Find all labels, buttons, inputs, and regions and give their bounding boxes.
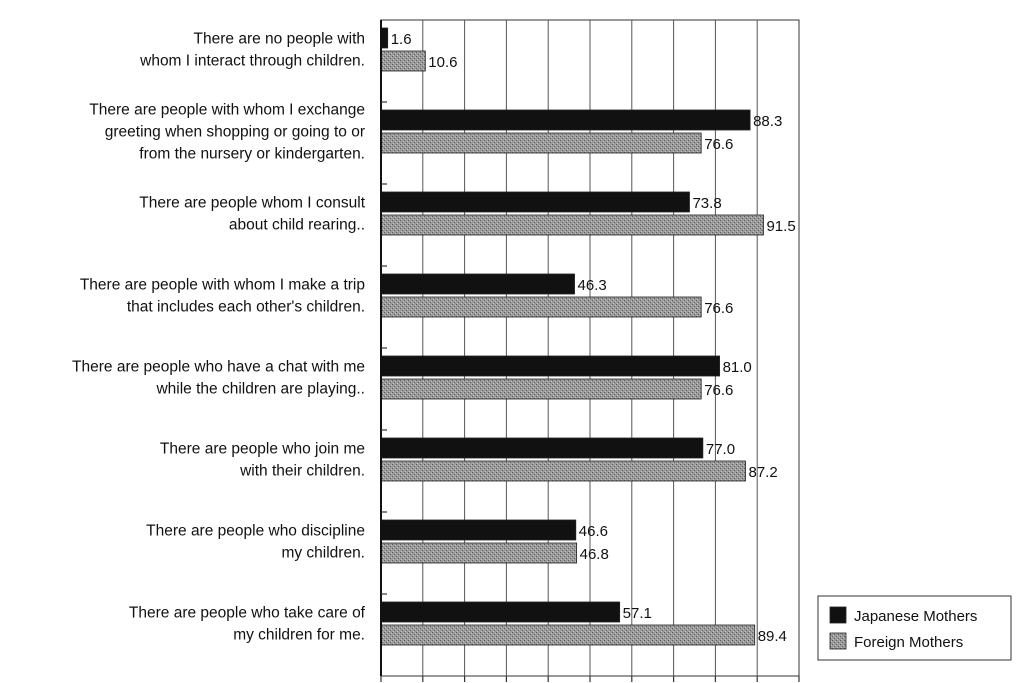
category-label: There are people who join me [160, 441, 365, 458]
category-label: whom I interact through children. [139, 53, 365, 70]
category-label: There are no people with [194, 31, 365, 48]
value-labels: 1.6 10.6 88.3 76.6 73.8 91.5 46.3 76.6 81.0 76.6 7… [391, 31, 796, 645]
category-label: my children. [281, 545, 365, 562]
bar-foreign-mothers [380, 214, 764, 236]
bar-foreign-mothers [380, 132, 702, 154]
axes [380, 20, 800, 682]
value-label: 57.1 [623, 605, 652, 622]
value-label: 81.0 [723, 359, 752, 376]
category-label: There are people who discipline [146, 523, 365, 540]
category-label: about child rearing.. [229, 217, 365, 234]
bar-japanese-mothers [380, 601, 621, 623]
category-label: greeting when shopping or going to or [105, 124, 365, 141]
value-label: 46.3 [578, 277, 607, 294]
legend-swatch-foreign-mothers [829, 632, 847, 650]
value-label: 46.8 [580, 546, 609, 563]
value-label: 91.5 [766, 218, 795, 235]
bar-japanese-mothers [380, 355, 720, 377]
bar-japanese-mothers [380, 191, 690, 213]
category-label: There are people whom I consult [139, 195, 365, 212]
value-label: 88.3 [753, 113, 782, 130]
legend-box [817, 595, 1012, 661]
bar-foreign-mothers [380, 460, 746, 482]
legend-label: Foreign Mothers [854, 634, 963, 651]
bar-foreign-mothers [380, 378, 702, 400]
bar-japanese-mothers [380, 27, 389, 49]
value-label: 87.2 [748, 464, 777, 481]
value-label: 46.6 [579, 523, 608, 540]
bar-foreign-mothers [380, 542, 578, 564]
bar-foreign-mothers [380, 296, 702, 318]
legend-label: Japanese Mothers [854, 608, 977, 625]
legend-swatch-japanese-mothers [829, 606, 847, 624]
value-label: 89.4 [758, 628, 787, 645]
bar-foreign-mothers [380, 50, 426, 72]
category-label: that includes each other's children. [127, 299, 365, 316]
bar-japanese-mothers [380, 437, 704, 459]
category-label: from the nursery or kindergarten. [139, 146, 365, 163]
category-label: There are people who take care of [129, 605, 366, 622]
value-label: 73.8 [692, 195, 721, 212]
category-label: There are people with whom I exchange [89, 102, 365, 119]
bar-japanese-mothers [380, 273, 575, 295]
bar-foreign-mothers [380, 624, 756, 646]
value-label: 76.6 [704, 136, 733, 153]
category-label: with their children. [239, 463, 365, 480]
value-label: 76.6 [704, 300, 733, 317]
value-label: 77.0 [706, 441, 735, 458]
legend: Japanese Mothers Foreign Mothers [817, 595, 1012, 661]
category-label: There are people who have a chat with me [72, 359, 365, 376]
value-label: 76.6 [704, 382, 733, 399]
category-label: There are people with whom I make a trip [80, 277, 365, 294]
category-label: my children for me. [233, 627, 365, 644]
bar-japanese-mothers [380, 109, 751, 131]
value-label: 1.6 [391, 31, 412, 48]
category-label: while the children are playing.. [155, 381, 365, 398]
bar-japanese-mothers [380, 519, 577, 541]
category-labels: There are no people with whom I interact … [72, 31, 366, 644]
value-label: 10.6 [428, 54, 457, 71]
